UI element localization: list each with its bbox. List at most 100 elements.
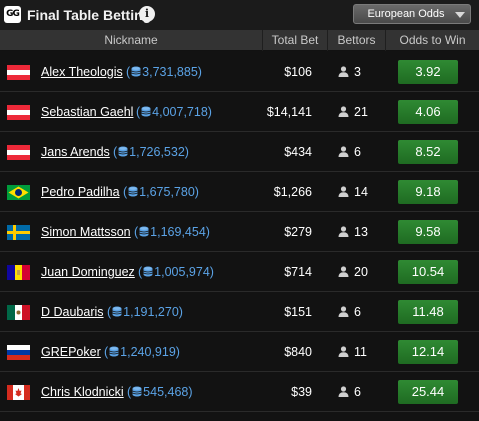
player-name-link[interactable]: Alex Theologis xyxy=(41,65,123,79)
table-row[interactable]: Alex Theologis(3,731,885) $106 3 3.92 xyxy=(0,52,479,92)
person-icon xyxy=(338,225,349,237)
andorra-flag-icon xyxy=(7,265,30,280)
chip-stack-icon xyxy=(139,225,149,237)
chip-count: (1,675,780) xyxy=(123,185,199,199)
chip-stack-icon xyxy=(112,305,122,317)
person-icon xyxy=(338,305,349,317)
bettors-count: 3 xyxy=(338,64,361,80)
player-name-link[interactable]: Pedro Padilha xyxy=(41,185,120,199)
chip-stack-icon xyxy=(141,105,151,117)
person-icon xyxy=(338,385,349,397)
table-row[interactable]: D Daubaris(1,191,270) $151 6 11.48 xyxy=(0,292,479,332)
player-name-link[interactable]: Chris Klodnicki xyxy=(41,385,124,399)
person-icon xyxy=(338,345,349,357)
odds-button[interactable]: 9.18 xyxy=(398,180,458,204)
chip-count: (1,240,919) xyxy=(104,345,180,359)
table-row[interactable]: Simon Mattsson(1,169,454) $279 13 9.58 xyxy=(0,212,479,252)
column-header-bettors[interactable]: Bettors xyxy=(337,33,376,47)
mexico-flag-icon xyxy=(7,305,30,320)
chip-count-value: 1,240,919 xyxy=(120,345,176,359)
player-name-link[interactable]: Simon Mattsson xyxy=(41,225,131,239)
table-header: Nickname Total Bet Bettors Odds to Win xyxy=(0,30,479,51)
total-bet-value: $279 xyxy=(284,225,312,239)
table-row[interactable]: Juan Dominguez(1,005,974) $714 20 10.54 xyxy=(0,252,479,292)
table-row[interactable]: GREPoker(1,240,919) $840 11 12.14 xyxy=(0,332,479,372)
total-bet-value: $434 xyxy=(284,145,312,159)
bettors-count: 14 xyxy=(338,184,368,200)
total-bet-value: $39 xyxy=(291,385,312,399)
chip-count-value: 4,007,718 xyxy=(152,105,208,119)
bettors-count-value: 6 xyxy=(354,305,361,319)
brazil-flag-icon xyxy=(7,185,30,200)
odds-button[interactable]: 12.14 xyxy=(398,340,458,364)
chip-count: (1,191,270) xyxy=(107,305,183,319)
ggpoker-logo: GG xyxy=(4,6,21,23)
bettors-count: 20 xyxy=(338,264,368,280)
column-divider xyxy=(385,30,386,51)
odds-format-value: European Odds xyxy=(367,8,445,20)
odds-button[interactable]: 10.54 xyxy=(398,260,458,284)
odds-button[interactable]: 11.48 xyxy=(398,300,458,324)
chip-stack-icon xyxy=(143,265,153,277)
table-row[interactable]: Sebastian Gaehl(4,007,718) $14,141 21 4.06 xyxy=(0,92,479,132)
chip-count: (545,468) xyxy=(127,385,193,399)
odds-button[interactable]: 3.92 xyxy=(398,60,458,84)
info-icon[interactable]: i xyxy=(139,6,155,22)
odds-button[interactable]: 8.52 xyxy=(398,140,458,164)
column-divider xyxy=(262,30,263,51)
bettors-count-value: 13 xyxy=(354,225,368,239)
column-header-nickname[interactable]: Nickname xyxy=(104,33,158,47)
player-name-link[interactable]: Jans Arends xyxy=(41,145,110,159)
odds-format-dropdown[interactable]: European Odds xyxy=(353,4,471,24)
chip-count: (4,007,718) xyxy=(136,105,212,119)
chip-count-value: 1,726,532 xyxy=(129,145,185,159)
bettors-count-value: 6 xyxy=(354,145,361,159)
total-bet-value: $151 xyxy=(284,305,312,319)
chip-stack-icon xyxy=(109,345,119,357)
column-header-odds-to-win[interactable]: Odds to Win xyxy=(399,33,466,47)
chip-stack-icon xyxy=(132,385,142,397)
odds-button[interactable]: 25.44 xyxy=(398,380,458,404)
odds-button[interactable]: 9.58 xyxy=(398,220,458,244)
bettors-count-value: 20 xyxy=(354,265,368,279)
bettors-count-value: 6 xyxy=(354,385,361,399)
table-row[interactable]: Chris Klodnicki(545,468) $39 6 25.44 xyxy=(0,372,479,412)
chip-count-value: 3,731,885 xyxy=(142,65,198,79)
canada-flag-icon xyxy=(7,385,30,400)
person-icon xyxy=(338,105,349,117)
chip-count: (1,726,532) xyxy=(113,145,189,159)
odds-button[interactable]: 4.06 xyxy=(398,100,458,124)
chip-count: (1,169,454) xyxy=(134,225,210,239)
title-bar: GG Final Table Betting i European Odds xyxy=(0,0,479,30)
total-bet-value: $14,141 xyxy=(266,105,312,119)
chip-count: (1,005,974) xyxy=(138,265,214,279)
chip-count-value: 1,191,270 xyxy=(123,305,179,319)
bettors-count-value: 3 xyxy=(354,65,361,79)
player-name-link[interactable]: D Daubaris xyxy=(41,305,104,319)
person-icon xyxy=(338,145,349,157)
total-bet-value: $1,266 xyxy=(273,185,312,199)
table-row[interactable]: Pedro Padilha(1,675,780) $1,266 14 9.18 xyxy=(0,172,479,212)
chevron-down-icon xyxy=(455,12,465,18)
bettors-count: 13 xyxy=(338,224,368,240)
player-name-link[interactable]: Sebastian Gaehl xyxy=(41,105,134,119)
bettors-count: 6 xyxy=(338,384,361,400)
player-name-link[interactable]: GREPoker xyxy=(41,345,101,359)
bettors-count: 6 xyxy=(338,304,361,320)
bettors-count-value: 21 xyxy=(354,105,368,119)
austria-flag-icon xyxy=(7,145,30,160)
austria-flag-icon xyxy=(7,65,30,80)
page-title: Final Table Betting xyxy=(27,7,152,23)
column-header-total-bet[interactable]: Total Bet xyxy=(271,33,319,47)
chip-count-value: 1,169,454 xyxy=(150,225,206,239)
total-bet-value: $714 xyxy=(284,265,312,279)
table-row[interactable]: Jans Arends(1,726,532) $434 6 8.52 xyxy=(0,132,479,172)
player-list: Alex Theologis(3,731,885) $106 3 3.92 Sebast… xyxy=(0,52,479,412)
chip-count-value: 545,468 xyxy=(143,385,189,399)
chip-stack-icon xyxy=(131,65,141,77)
bettors-count: 11 xyxy=(338,344,367,360)
chip-stack-icon xyxy=(128,185,138,197)
person-icon xyxy=(338,185,349,197)
austria-flag-icon xyxy=(7,105,30,120)
player-name-link[interactable]: Juan Dominguez xyxy=(41,265,135,279)
